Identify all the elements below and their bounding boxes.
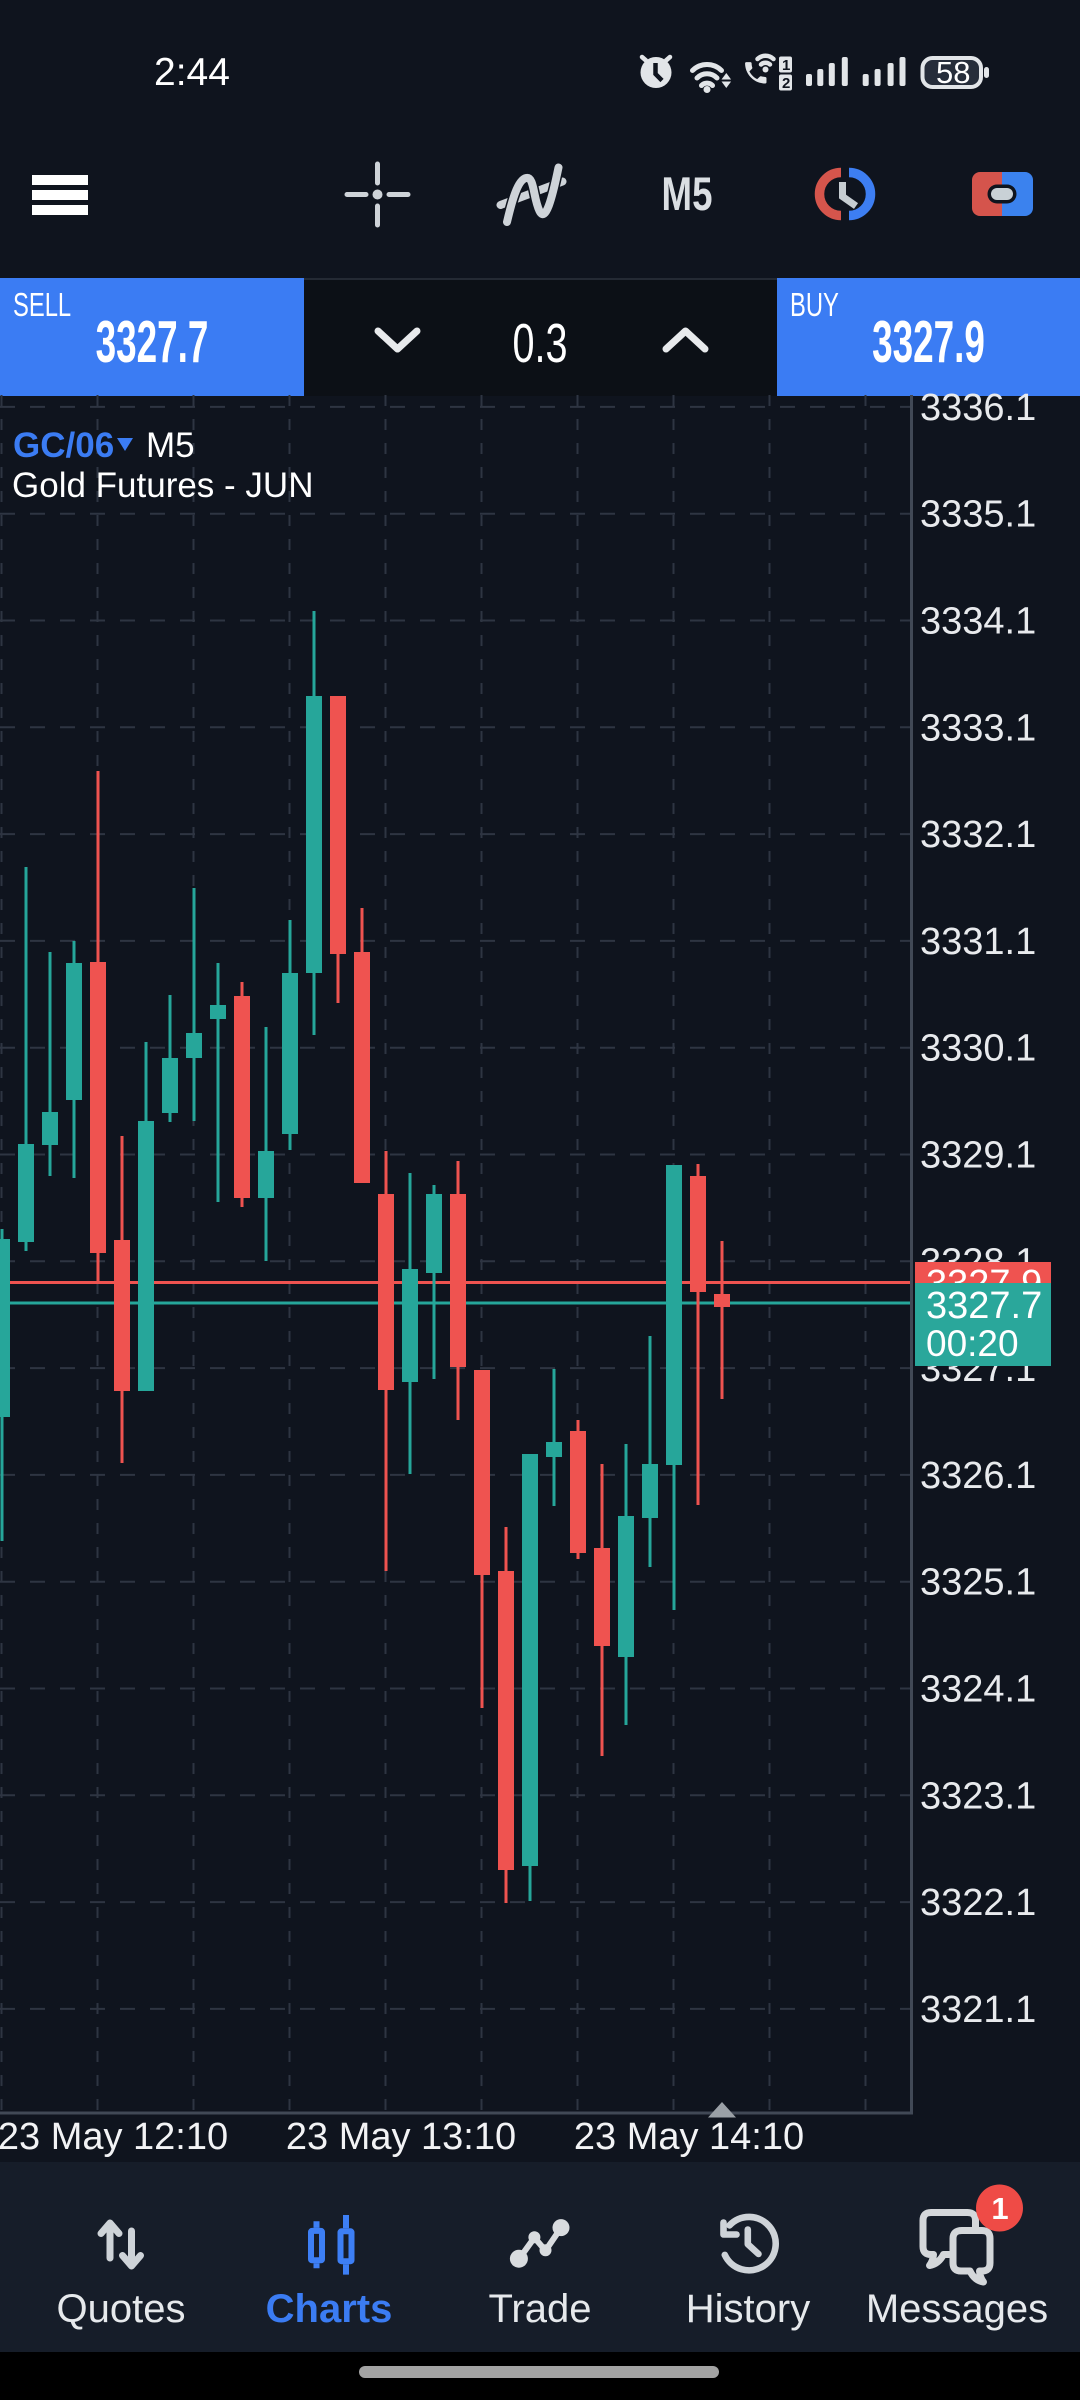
svg-text:3329.1: 3329.1 <box>920 1135 1036 1177</box>
svg-text:1: 1 <box>991 2191 1008 2226</box>
svg-text:3325.1: 3325.1 <box>920 1562 1036 1604</box>
svg-text:3331.1: 3331.1 <box>920 921 1036 963</box>
svg-text:1: 1 <box>782 57 790 74</box>
svg-text:3321.1: 3321.1 <box>920 1989 1036 2031</box>
svg-text:3333.1: 3333.1 <box>920 707 1036 749</box>
svg-text:3324.1: 3324.1 <box>920 1669 1036 1711</box>
svg-text:3335.1: 3335.1 <box>920 494 1036 536</box>
svg-text:3326.1: 3326.1 <box>920 1455 1036 1497</box>
svg-text:00:20: 00:20 <box>926 1323 1019 1364</box>
svg-text:3327.7: 3327.7 <box>926 1285 1042 1327</box>
svg-text:2: 2 <box>782 75 790 92</box>
svg-text:3334.1: 3334.1 <box>920 601 1036 643</box>
svg-text:3332.1: 3332.1 <box>920 814 1036 856</box>
svg-text:3323.1: 3323.1 <box>920 1775 1036 1817</box>
svg-text:58: 58 <box>936 55 970 90</box>
svg-text:3336.1: 3336.1 <box>920 387 1036 429</box>
svg-text:3322.1: 3322.1 <box>920 1882 1036 1924</box>
svg-text:M5: M5 <box>662 168 713 220</box>
svg-text:3330.1: 3330.1 <box>920 1028 1036 1070</box>
svg-text:0.3: 0.3 <box>512 314 567 375</box>
